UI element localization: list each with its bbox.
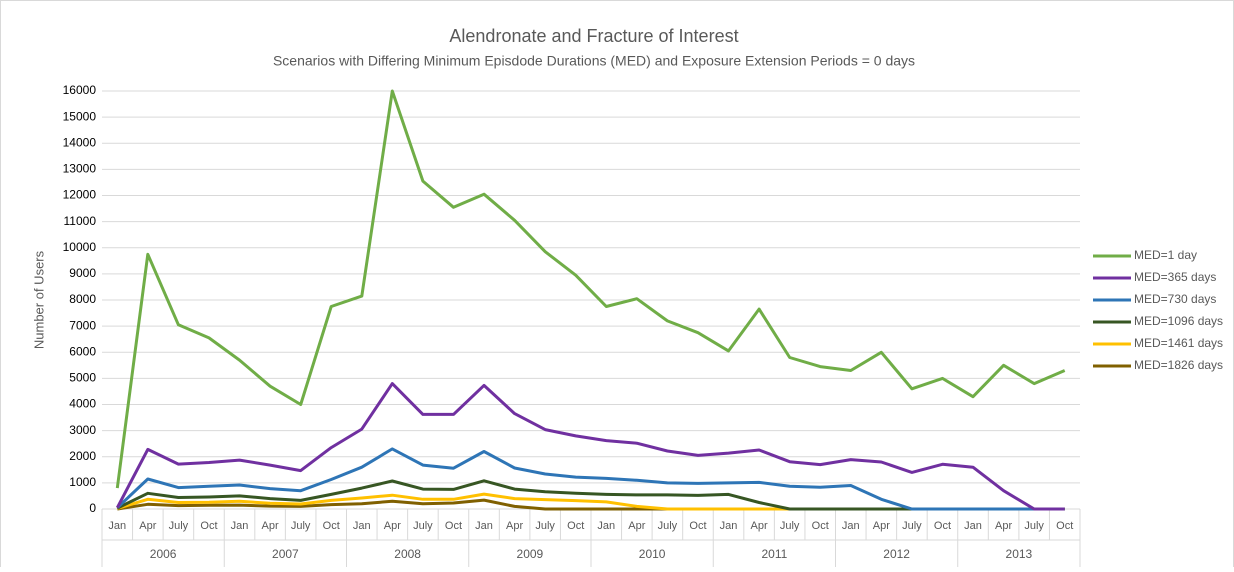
group-label: 2008 — [394, 547, 421, 561]
y-tick-label: 5000 — [69, 371, 96, 385]
x-tick-label: Oct — [323, 520, 340, 532]
x-tick-label: Oct — [812, 520, 829, 532]
group-label: 2007 — [272, 547, 299, 561]
x-tick-label: July — [413, 520, 433, 532]
y-tick-label: 15000 — [63, 109, 97, 123]
chart-subtitle: Scenarios with Differing Minimum Episdod… — [273, 53, 915, 69]
y-tick-label: 1000 — [69, 475, 96, 489]
group-label: 2013 — [1006, 547, 1033, 561]
group-label: 2009 — [517, 547, 544, 561]
series-line — [115, 89, 1066, 489]
chart-title: Alendronate and Fracture of Interest — [449, 26, 738, 46]
x-tick-label: Oct — [200, 520, 217, 532]
x-tick-label: Apr — [506, 520, 523, 532]
legend-label: MED=1 day — [1134, 248, 1197, 262]
x-tick-label: Apr — [995, 520, 1012, 532]
y-tick-label: 12000 — [63, 188, 97, 202]
x-tick-label: July — [902, 520, 922, 532]
group-label: 2012 — [883, 547, 910, 561]
x-tick-label: Jan — [475, 520, 493, 532]
legend-label: MED=730 days — [1134, 292, 1216, 306]
x-tick-label: Jan — [231, 520, 249, 532]
y-tick-label: 2000 — [69, 449, 96, 463]
x-tick-label: July — [169, 520, 189, 532]
x-tick-label: Jan — [597, 520, 615, 532]
x-tick-label: July — [535, 520, 555, 532]
group-label: 2006 — [150, 547, 177, 561]
y-tick-label: 8000 — [69, 292, 96, 306]
x-tick-label: Jan — [353, 520, 371, 532]
x-tick-label: Jan — [964, 520, 982, 532]
x-tick-label: Oct — [567, 520, 584, 532]
x-tick-label: Apr — [873, 520, 890, 532]
x-tick-label: July — [291, 520, 311, 532]
legend-label: MED=1826 days — [1134, 358, 1223, 372]
y-tick-label: 13000 — [63, 162, 97, 176]
legend-label: MED=1096 days — [1134, 314, 1223, 328]
y-tick-label: 10000 — [63, 240, 97, 254]
x-tick-label: Oct — [934, 520, 951, 532]
y-axis-label: Number of Users — [31, 250, 46, 349]
y-tick-label: 9000 — [69, 266, 96, 280]
x-tick-label: Oct — [689, 520, 706, 532]
x-tick-label: Oct — [1056, 520, 1073, 532]
series-line — [115, 382, 1065, 511]
legend-label: MED=365 days — [1134, 270, 1216, 284]
x-tick-label: Apr — [139, 520, 156, 532]
series-line — [116, 479, 1065, 511]
y-tick-label: 7000 — [69, 318, 96, 332]
x-tick-label: Apr — [262, 520, 279, 532]
x-tick-label: Jan — [720, 520, 738, 532]
x-tick-label: Apr — [384, 520, 401, 532]
y-tick-label: 4000 — [69, 397, 96, 411]
y-tick-label: 3000 — [69, 423, 96, 437]
legend-label: MED=1461 days — [1134, 336, 1223, 350]
x-tick-label: July — [1024, 520, 1044, 532]
y-tick-label: 0 — [89, 501, 96, 515]
x-tick-label: Jan — [108, 520, 126, 532]
y-tick-label: 6000 — [69, 344, 96, 358]
group-label: 2011 — [761, 547, 787, 561]
x-tick-label: July — [658, 520, 678, 532]
x-tick-label: Apr — [628, 520, 645, 532]
group-label: 2010 — [639, 547, 666, 561]
x-tick-label: Oct — [445, 520, 462, 532]
y-tick-label: 16000 — [63, 83, 97, 97]
x-tick-label: Jan — [842, 520, 860, 532]
series-line — [116, 447, 1065, 511]
x-tick-label: Apr — [751, 520, 768, 532]
x-tick-label: July — [780, 520, 800, 532]
y-tick-label: 14000 — [63, 135, 97, 149]
y-tick-label: 11000 — [64, 214, 97, 228]
